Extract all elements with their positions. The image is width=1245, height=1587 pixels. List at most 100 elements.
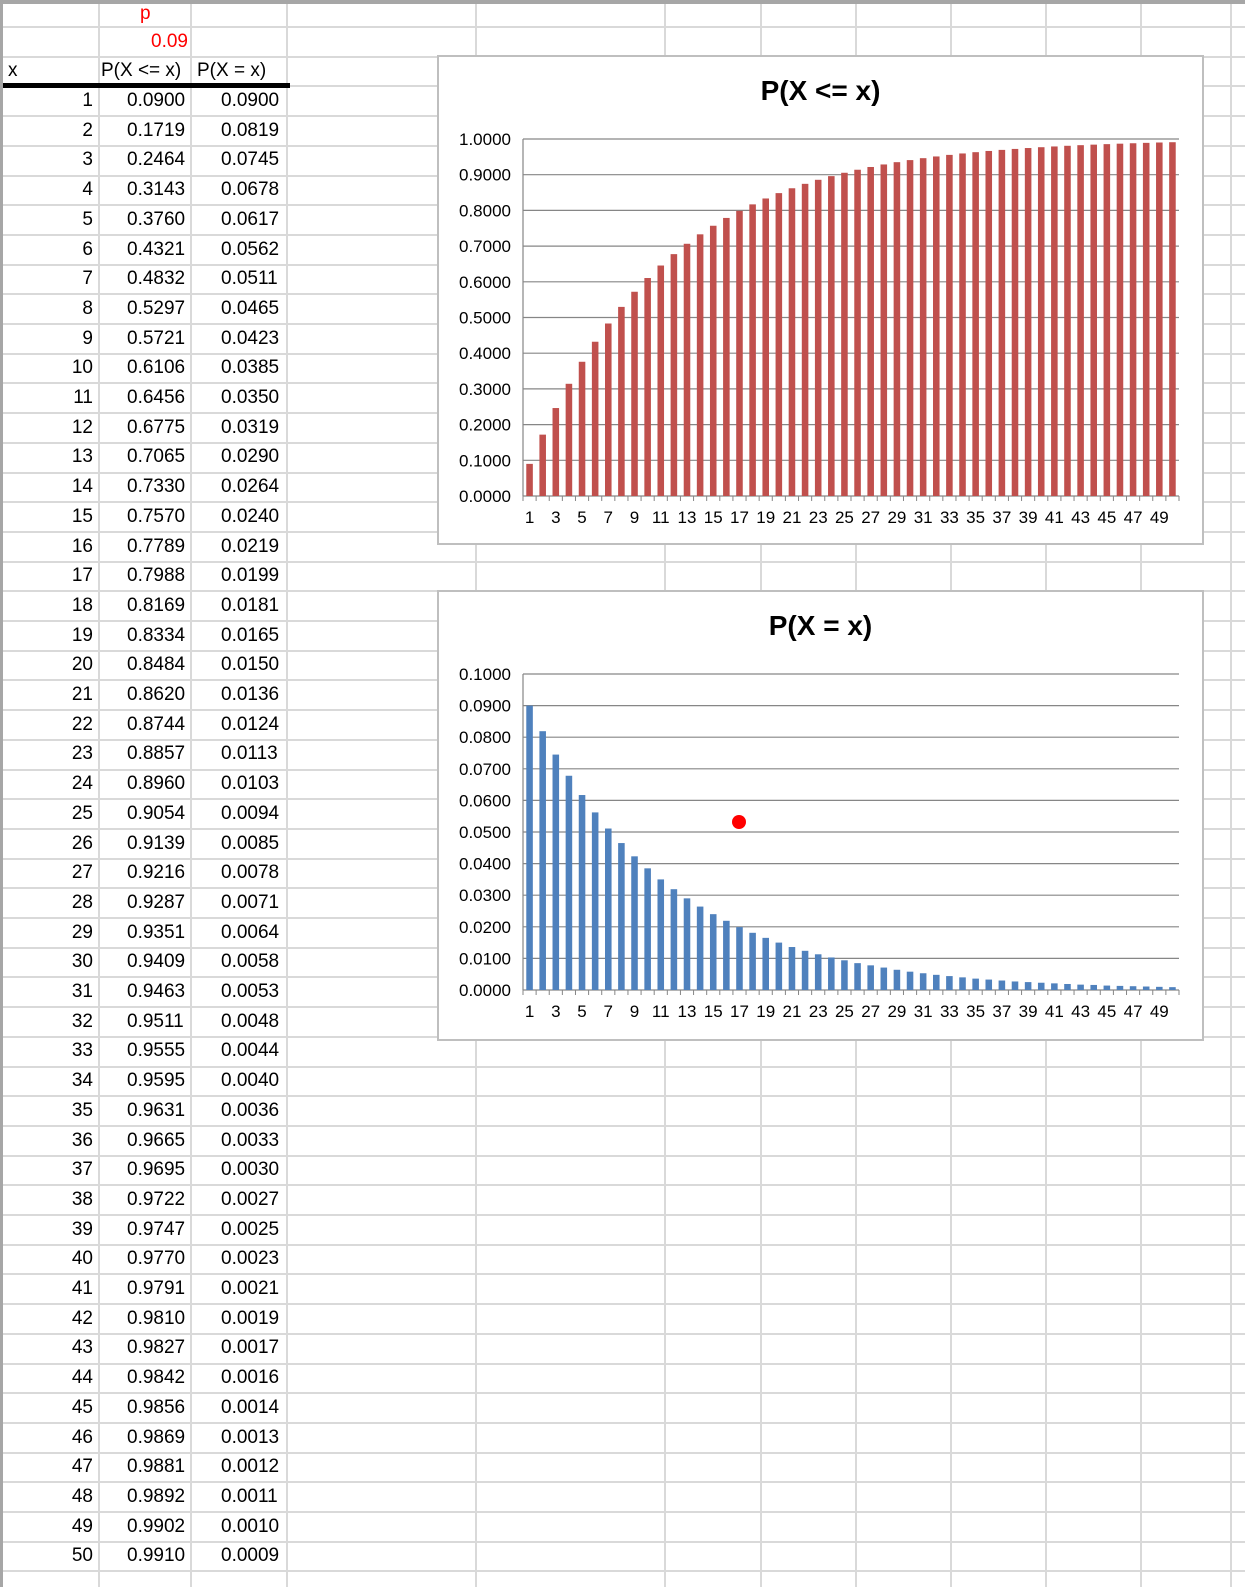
- cdf-value-cell[interactable]: 0.6775: [127, 417, 186, 438]
- x-value-cell[interactable]: 39: [71, 1219, 93, 1240]
- x-value-cell[interactable]: 16: [71, 536, 93, 557]
- pmf-value-cell[interactable]: 0.0290: [221, 446, 280, 467]
- cdf-value-cell[interactable]: 0.9910: [127, 1545, 186, 1566]
- x-value-cell[interactable]: 35: [71, 1100, 93, 1121]
- pmf-value-cell[interactable]: 0.0071: [221, 892, 280, 913]
- cdf-value-cell[interactable]: 0.9770: [127, 1248, 186, 1269]
- pmf-value-cell[interactable]: 0.0040: [221, 1070, 280, 1091]
- x-value-cell[interactable]: 24: [71, 773, 93, 794]
- pmf-value-cell[interactable]: 0.0094: [221, 803, 280, 824]
- cdf-value-cell[interactable]: 0.9902: [127, 1516, 186, 1537]
- cdf-value-cell[interactable]: 0.9892: [127, 1486, 186, 1507]
- cdf-value-cell[interactable]: 0.9869: [127, 1427, 186, 1448]
- pmf-value-cell[interactable]: 0.0078: [221, 862, 280, 883]
- pmf-value-cell[interactable]: 0.0465: [221, 298, 280, 319]
- x-value-cell[interactable]: 50: [71, 1545, 93, 1566]
- cdf-value-cell[interactable]: 0.7789: [127, 536, 186, 557]
- pmf-value-cell[interactable]: 0.0181: [221, 595, 280, 616]
- pmf-value-cell[interactable]: 0.0027: [221, 1189, 280, 1210]
- cdf-value-cell[interactable]: 0.8620: [127, 684, 186, 705]
- cdf-value-cell[interactable]: 0.4832: [127, 268, 186, 289]
- x-value-cell[interactable]: 29: [71, 922, 93, 943]
- x-value-cell[interactable]: 4: [82, 179, 93, 200]
- pmf-value-cell[interactable]: 0.0165: [221, 625, 280, 646]
- cdf-value-cell[interactable]: 0.8169: [127, 595, 186, 616]
- pmf-value-cell[interactable]: 0.0021: [221, 1278, 280, 1299]
- cdf-chart[interactable]: P(X <= x) 0.0000 0.1000 0.2000 0.3000 0.4000…: [437, 55, 1204, 545]
- pmf-value-cell[interactable]: 0.0350: [221, 387, 280, 408]
- x-value-cell[interactable]: 18: [71, 595, 93, 616]
- cdf-value-cell[interactable]: 0.8744: [127, 714, 186, 735]
- pmf-value-cell[interactable]: 0.0617: [221, 209, 280, 230]
- pmf-value-cell[interactable]: 0.0058: [221, 951, 280, 972]
- cdf-value-cell[interactable]: 0.5297: [127, 298, 186, 319]
- pmf-column-header[interactable]: P(X = x): [197, 60, 267, 81]
- cdf-value-cell[interactable]: 0.6106: [127, 357, 186, 378]
- cdf-value-cell[interactable]: 0.9881: [127, 1456, 186, 1477]
- cdf-value-cell[interactable]: 0.9139: [127, 833, 186, 854]
- pmf-value-cell[interactable]: 0.0319: [221, 417, 280, 438]
- cdf-value-cell[interactable]: 0.9722: [127, 1189, 186, 1210]
- pmf-value-cell[interactable]: 0.0011: [221, 1486, 278, 1507]
- cdf-value-cell[interactable]: 0.0900: [127, 90, 186, 111]
- x-value-cell[interactable]: 38: [71, 1189, 93, 1210]
- cdf-value-cell[interactable]: 0.9351: [127, 922, 186, 943]
- cdf-value-cell[interactable]: 0.8857: [127, 743, 186, 764]
- pmf-value-cell[interactable]: 0.0013: [221, 1427, 280, 1448]
- pmf-value-cell[interactable]: 0.0511: [221, 268, 278, 289]
- cdf-value-cell[interactable]: 0.9409: [127, 951, 186, 972]
- pmf-value-cell[interactable]: 0.0199: [221, 565, 280, 586]
- cdf-value-cell[interactable]: 0.1719: [127, 120, 186, 141]
- cdf-value-cell[interactable]: 0.9216: [127, 862, 186, 883]
- cdf-value-cell[interactable]: 0.9665: [127, 1130, 186, 1151]
- x-value-cell[interactable]: 31: [71, 981, 93, 1002]
- pmf-value-cell[interactable]: 0.0016: [221, 1367, 280, 1388]
- p-label[interactable]: p: [140, 3, 151, 24]
- x-value-cell[interactable]: 44: [71, 1367, 93, 1388]
- cdf-value-cell[interactable]: 0.7330: [127, 476, 186, 497]
- x-value-cell[interactable]: 9: [82, 328, 93, 349]
- pmf-value-cell[interactable]: 0.0264: [221, 476, 280, 497]
- cdf-value-cell[interactable]: 0.9810: [127, 1308, 186, 1329]
- x-value-cell[interactable]: 6: [82, 239, 93, 260]
- x-value-cell[interactable]: 22: [71, 714, 93, 735]
- pmf-value-cell[interactable]: 0.0124: [221, 714, 280, 735]
- cdf-value-cell[interactable]: 0.7065: [127, 446, 186, 467]
- x-value-cell[interactable]: 10: [71, 357, 93, 378]
- cdf-value-cell[interactable]: 0.9695: [127, 1159, 186, 1180]
- pmf-value-cell[interactable]: 0.0044: [221, 1040, 280, 1061]
- pmf-value-cell[interactable]: 0.0150: [221, 654, 280, 675]
- x-value-cell[interactable]: 43: [71, 1337, 93, 1358]
- x-value-cell[interactable]: 33: [71, 1040, 93, 1061]
- x-value-cell[interactable]: 19: [71, 625, 93, 646]
- cdf-value-cell[interactable]: 0.9827: [127, 1337, 186, 1358]
- x-value-cell[interactable]: 8: [82, 298, 93, 319]
- x-value-cell[interactable]: 1: [82, 90, 93, 111]
- pmf-value-cell[interactable]: 0.0023: [221, 1248, 280, 1269]
- x-value-cell[interactable]: 40: [71, 1248, 93, 1269]
- cdf-value-cell[interactable]: 0.8484: [127, 654, 186, 675]
- cdf-value-cell[interactable]: 0.9747: [127, 1219, 186, 1240]
- pmf-value-cell[interactable]: 0.0019: [221, 1308, 280, 1329]
- cdf-value-cell[interactable]: 0.8960: [127, 773, 186, 794]
- x-column-header[interactable]: x: [8, 60, 18, 81]
- pmf-value-cell[interactable]: 0.0033: [221, 1130, 280, 1151]
- x-value-cell[interactable]: 2: [82, 120, 93, 141]
- x-value-cell[interactable]: 27: [71, 862, 93, 883]
- pmf-value-cell[interactable]: 0.0010: [221, 1516, 280, 1537]
- x-value-cell[interactable]: 48: [71, 1486, 93, 1507]
- cdf-value-cell[interactable]: 0.9054: [127, 803, 186, 824]
- pmf-value-cell[interactable]: 0.0017: [221, 1337, 280, 1358]
- x-value-cell[interactable]: 13: [71, 446, 93, 467]
- pmf-value-cell[interactable]: 0.0385: [221, 357, 280, 378]
- pmf-value-cell[interactable]: 0.0009: [221, 1545, 280, 1566]
- pmf-value-cell[interactable]: 0.0025: [221, 1219, 280, 1240]
- cdf-value-cell[interactable]: 0.3760: [127, 209, 186, 230]
- pmf-value-cell[interactable]: 0.0014: [221, 1397, 280, 1418]
- x-value-cell[interactable]: 25: [71, 803, 93, 824]
- cdf-value-cell[interactable]: 0.5721: [127, 328, 186, 349]
- cdf-value-cell[interactable]: 0.8334: [127, 625, 186, 646]
- cdf-value-cell[interactable]: 0.9463: [127, 981, 186, 1002]
- x-value-cell[interactable]: 14: [71, 476, 93, 497]
